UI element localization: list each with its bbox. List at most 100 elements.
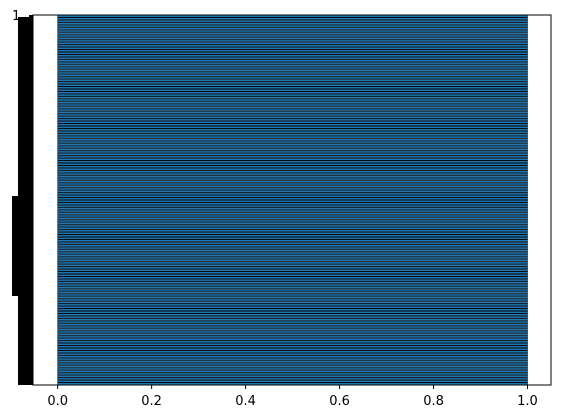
y-tick-label-mass xyxy=(12,15,33,385)
bar xyxy=(57,118,528,122)
bar xyxy=(57,143,528,146)
bar xyxy=(57,333,528,336)
bar xyxy=(57,380,528,383)
bar xyxy=(57,325,528,329)
bar xyxy=(57,224,528,228)
bar xyxy=(57,61,528,65)
bar xyxy=(57,199,528,203)
bar xyxy=(57,155,528,159)
y-tick-label-overlap xyxy=(24,60,33,120)
x-axis: 0.0 0.2 0.4 0.6 0.8 1.0 xyxy=(47,385,538,409)
bar xyxy=(57,232,528,235)
bar xyxy=(57,283,528,287)
bar xyxy=(57,51,528,55)
bar xyxy=(57,24,528,28)
bar xyxy=(57,350,528,353)
bar xyxy=(57,298,528,302)
bar xyxy=(57,108,528,112)
x-tick-label: 1.0 xyxy=(517,394,538,409)
bar xyxy=(57,370,528,373)
bar xyxy=(57,22,528,25)
bar xyxy=(57,64,528,67)
bar xyxy=(57,375,528,378)
bar xyxy=(57,160,528,164)
bar xyxy=(57,372,528,376)
y-tick-label-top: 1 xyxy=(12,9,20,24)
bar xyxy=(57,197,528,201)
bar xyxy=(57,153,528,156)
bar xyxy=(57,313,528,316)
bar xyxy=(57,44,528,48)
bar xyxy=(57,269,528,272)
bar xyxy=(57,310,528,314)
bar xyxy=(57,59,528,62)
bar xyxy=(57,185,528,188)
y-tick-marks xyxy=(29,15,33,385)
y-tick-label-overlap xyxy=(22,140,28,160)
bar xyxy=(57,227,528,230)
bar xyxy=(57,308,528,312)
bars-layer xyxy=(57,14,528,386)
x-tick-label: 0.0 xyxy=(47,394,68,409)
bar xyxy=(57,180,528,183)
bar xyxy=(57,315,528,319)
bar xyxy=(57,113,528,117)
bar xyxy=(57,347,528,351)
bar xyxy=(57,204,528,208)
bar xyxy=(57,367,528,371)
x-tick-label: 0.8 xyxy=(423,394,444,409)
bar xyxy=(57,318,528,321)
bar xyxy=(57,91,528,94)
axes-frame xyxy=(32,14,552,386)
bar xyxy=(57,214,528,218)
x-tick-label: 0.2 xyxy=(141,394,162,409)
bar xyxy=(57,84,528,87)
bar xyxy=(57,69,528,72)
bar xyxy=(57,170,528,173)
bar xyxy=(57,202,528,205)
bar xyxy=(57,138,528,141)
bar xyxy=(57,150,528,154)
bar xyxy=(57,158,528,161)
bar xyxy=(57,195,528,198)
x-tick-label: 0.4 xyxy=(235,394,256,409)
bar xyxy=(57,328,528,331)
bar xyxy=(57,286,528,289)
bar xyxy=(57,278,528,282)
bar xyxy=(57,256,528,260)
bar xyxy=(57,34,528,38)
bar xyxy=(57,382,528,386)
bar xyxy=(57,27,528,30)
bar xyxy=(57,338,528,341)
bar xyxy=(57,98,528,102)
bar xyxy=(57,377,528,381)
bar xyxy=(57,167,528,171)
bar xyxy=(57,303,528,307)
bar xyxy=(57,271,528,275)
bar xyxy=(57,106,528,109)
bar xyxy=(57,192,528,196)
bar xyxy=(57,320,528,324)
bar xyxy=(57,130,528,134)
bar xyxy=(57,301,528,304)
bar xyxy=(57,291,528,294)
bar xyxy=(57,86,528,90)
bar xyxy=(57,273,528,277)
bar xyxy=(57,293,528,297)
bar xyxy=(57,352,528,356)
bar xyxy=(57,19,528,23)
bar xyxy=(57,360,528,363)
bar xyxy=(57,335,528,339)
bar xyxy=(57,14,528,18)
bar xyxy=(57,101,528,104)
bar xyxy=(57,357,528,361)
bar xyxy=(57,229,528,233)
bar xyxy=(57,56,528,60)
bar xyxy=(57,125,528,129)
bar xyxy=(57,259,528,262)
bar xyxy=(57,148,528,151)
bar xyxy=(57,42,528,45)
bar xyxy=(57,88,528,92)
bar xyxy=(57,17,528,20)
